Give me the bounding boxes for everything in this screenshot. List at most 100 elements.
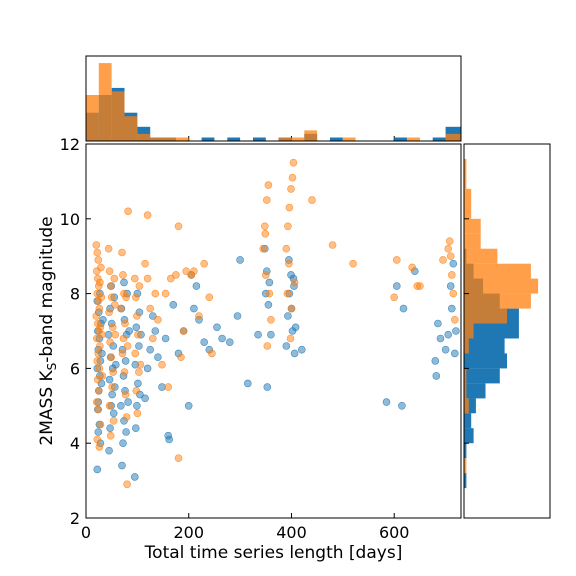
right-hist-bar-series-1	[464, 383, 467, 399]
scatter-point-series-0	[449, 259, 458, 268]
scatter-point-series-1	[119, 271, 127, 279]
scatter-point-series-0	[282, 342, 291, 350]
scatter-point-series-1	[450, 315, 459, 324]
scatter-point-series-0	[233, 312, 242, 320]
scatter-point-series-0	[104, 330, 113, 339]
scatter-point-series-1	[308, 196, 316, 204]
scatter-point-series-0	[133, 401, 141, 410]
top-hist-bar-series-0	[227, 137, 241, 141]
main-plot-area	[86, 144, 461, 518]
scatter-point-series-0	[399, 304, 408, 313]
scatter-point-series-1	[174, 454, 183, 463]
top-hist-bar-series-0	[394, 137, 407, 141]
scatter-point-series-0	[149, 312, 157, 320]
scatter-point-series-0	[105, 446, 113, 455]
right-hist-bar-series-1	[464, 233, 481, 249]
scatter-point-series-1	[93, 334, 101, 343]
scatter-point-series-1	[133, 312, 141, 320]
scatter-point-series-1	[95, 364, 104, 373]
scatter-point-series-1	[93, 248, 102, 257]
scatter-point-series-1	[122, 293, 130, 302]
scatter-point-series-1	[131, 349, 140, 358]
scatter-point-series-1	[259, 244, 268, 253]
scatter-point-series-0	[109, 409, 118, 418]
scatter-point-series-1	[267, 315, 275, 324]
y-tick-label: 10	[60, 210, 80, 229]
scatter-point-series-1	[107, 353, 115, 362]
scatter-point-series-1	[290, 278, 299, 287]
scatter-point-series-1	[96, 342, 104, 350]
y-axis-label-main: 2MASS K	[37, 369, 57, 445]
scatter-point-series-1	[261, 230, 270, 238]
scatter-point-series-1	[286, 334, 295, 343]
right-hist-bar-series-0	[464, 443, 467, 459]
scatter-point-series-1	[141, 259, 149, 268]
scatter-point-series-0	[154, 353, 162, 362]
scatter-points	[92, 158, 460, 489]
scatter-point-series-1	[93, 435, 102, 444]
scatter-point-series-1	[263, 342, 272, 350]
scatter-point-series-1	[105, 267, 114, 276]
scatter-point-series-1	[95, 386, 103, 395]
scatter-point-series-1	[285, 259, 293, 268]
scatter-point-series-0	[444, 330, 453, 339]
scatter-point-series-1	[111, 300, 119, 309]
scatter-point-series-1	[205, 293, 214, 302]
scatter-point-series-0	[120, 278, 128, 287]
scatter-point-series-1	[262, 196, 271, 204]
scatter-point-series-0	[132, 424, 140, 433]
scatter-point-series-0	[112, 360, 120, 369]
scatter-point-series-1	[123, 480, 131, 489]
scatter-point-series-1	[104, 244, 113, 253]
scatter-point-series-1	[110, 274, 119, 283]
scatter-point-series-1	[93, 357, 102, 365]
right-hist-bar-series-0	[464, 398, 476, 414]
top-histogram-bars	[86, 63, 461, 141]
top-hist-bar-series-1	[163, 137, 176, 141]
scatter-point-series-1	[167, 274, 175, 283]
scatter-point-series-1	[135, 368, 143, 376]
scatter-point-series-1	[122, 413, 131, 421]
scatter-point-series-1	[95, 304, 104, 313]
scatter-point-series-1	[118, 248, 126, 257]
scatter-point-series-0	[135, 342, 143, 350]
scatter-point-series-0	[284, 312, 292, 320]
right-hist-bar-series-1	[464, 368, 467, 384]
scatter-point-series-1	[283, 289, 292, 298]
scatter-point-series-1	[106, 431, 115, 440]
scatter-point-series-1	[445, 237, 454, 245]
scatter-point-series-1	[98, 330, 106, 339]
scatter-point-series-1	[179, 327, 188, 335]
scatter-point-series-0	[392, 282, 401, 290]
scatter-point-series-1	[133, 409, 142, 418]
scatter-point-series-1	[93, 398, 101, 406]
y-tick-label: 6	[70, 359, 80, 378]
scatter-point-series-0	[236, 256, 244, 264]
scatter-point-series-1	[109, 368, 117, 376]
scatter-point-series-0	[151, 327, 160, 335]
scatter-point-series-1	[117, 304, 125, 313]
scatter-point-series-1	[132, 293, 140, 302]
scatter-point-series-0	[143, 364, 152, 373]
scatter-point-series-1	[349, 259, 357, 268]
top-hist-bar-series-1	[86, 95, 99, 141]
y-tick-label: 12	[60, 135, 80, 154]
scatter-point-series-1	[105, 401, 114, 410]
scatter-point-series-1	[328, 241, 337, 249]
scatter-point-series-1	[146, 304, 154, 313]
scatter-point-series-1	[408, 263, 417, 272]
scatter-point-series-1	[132, 386, 141, 395]
right-histogram-bars	[464, 159, 539, 489]
right-hist-bar-series-1	[464, 293, 531, 309]
scatter-point-series-0	[213, 323, 221, 332]
scatter-point-series-1	[96, 420, 105, 429]
scatter-point-series-0	[200, 338, 208, 347]
scatter-point-series-1	[94, 349, 103, 358]
scatter-point-series-0	[122, 428, 130, 436]
top-hist-bar-series-1	[304, 130, 318, 141]
scatter-point-series-1	[287, 304, 296, 313]
scatter-point-series-1	[154, 315, 162, 324]
right-histogram-ticks	[464, 143, 469, 519]
scatter-point-series-1	[108, 323, 117, 332]
scatter-point-series-0	[161, 334, 170, 343]
